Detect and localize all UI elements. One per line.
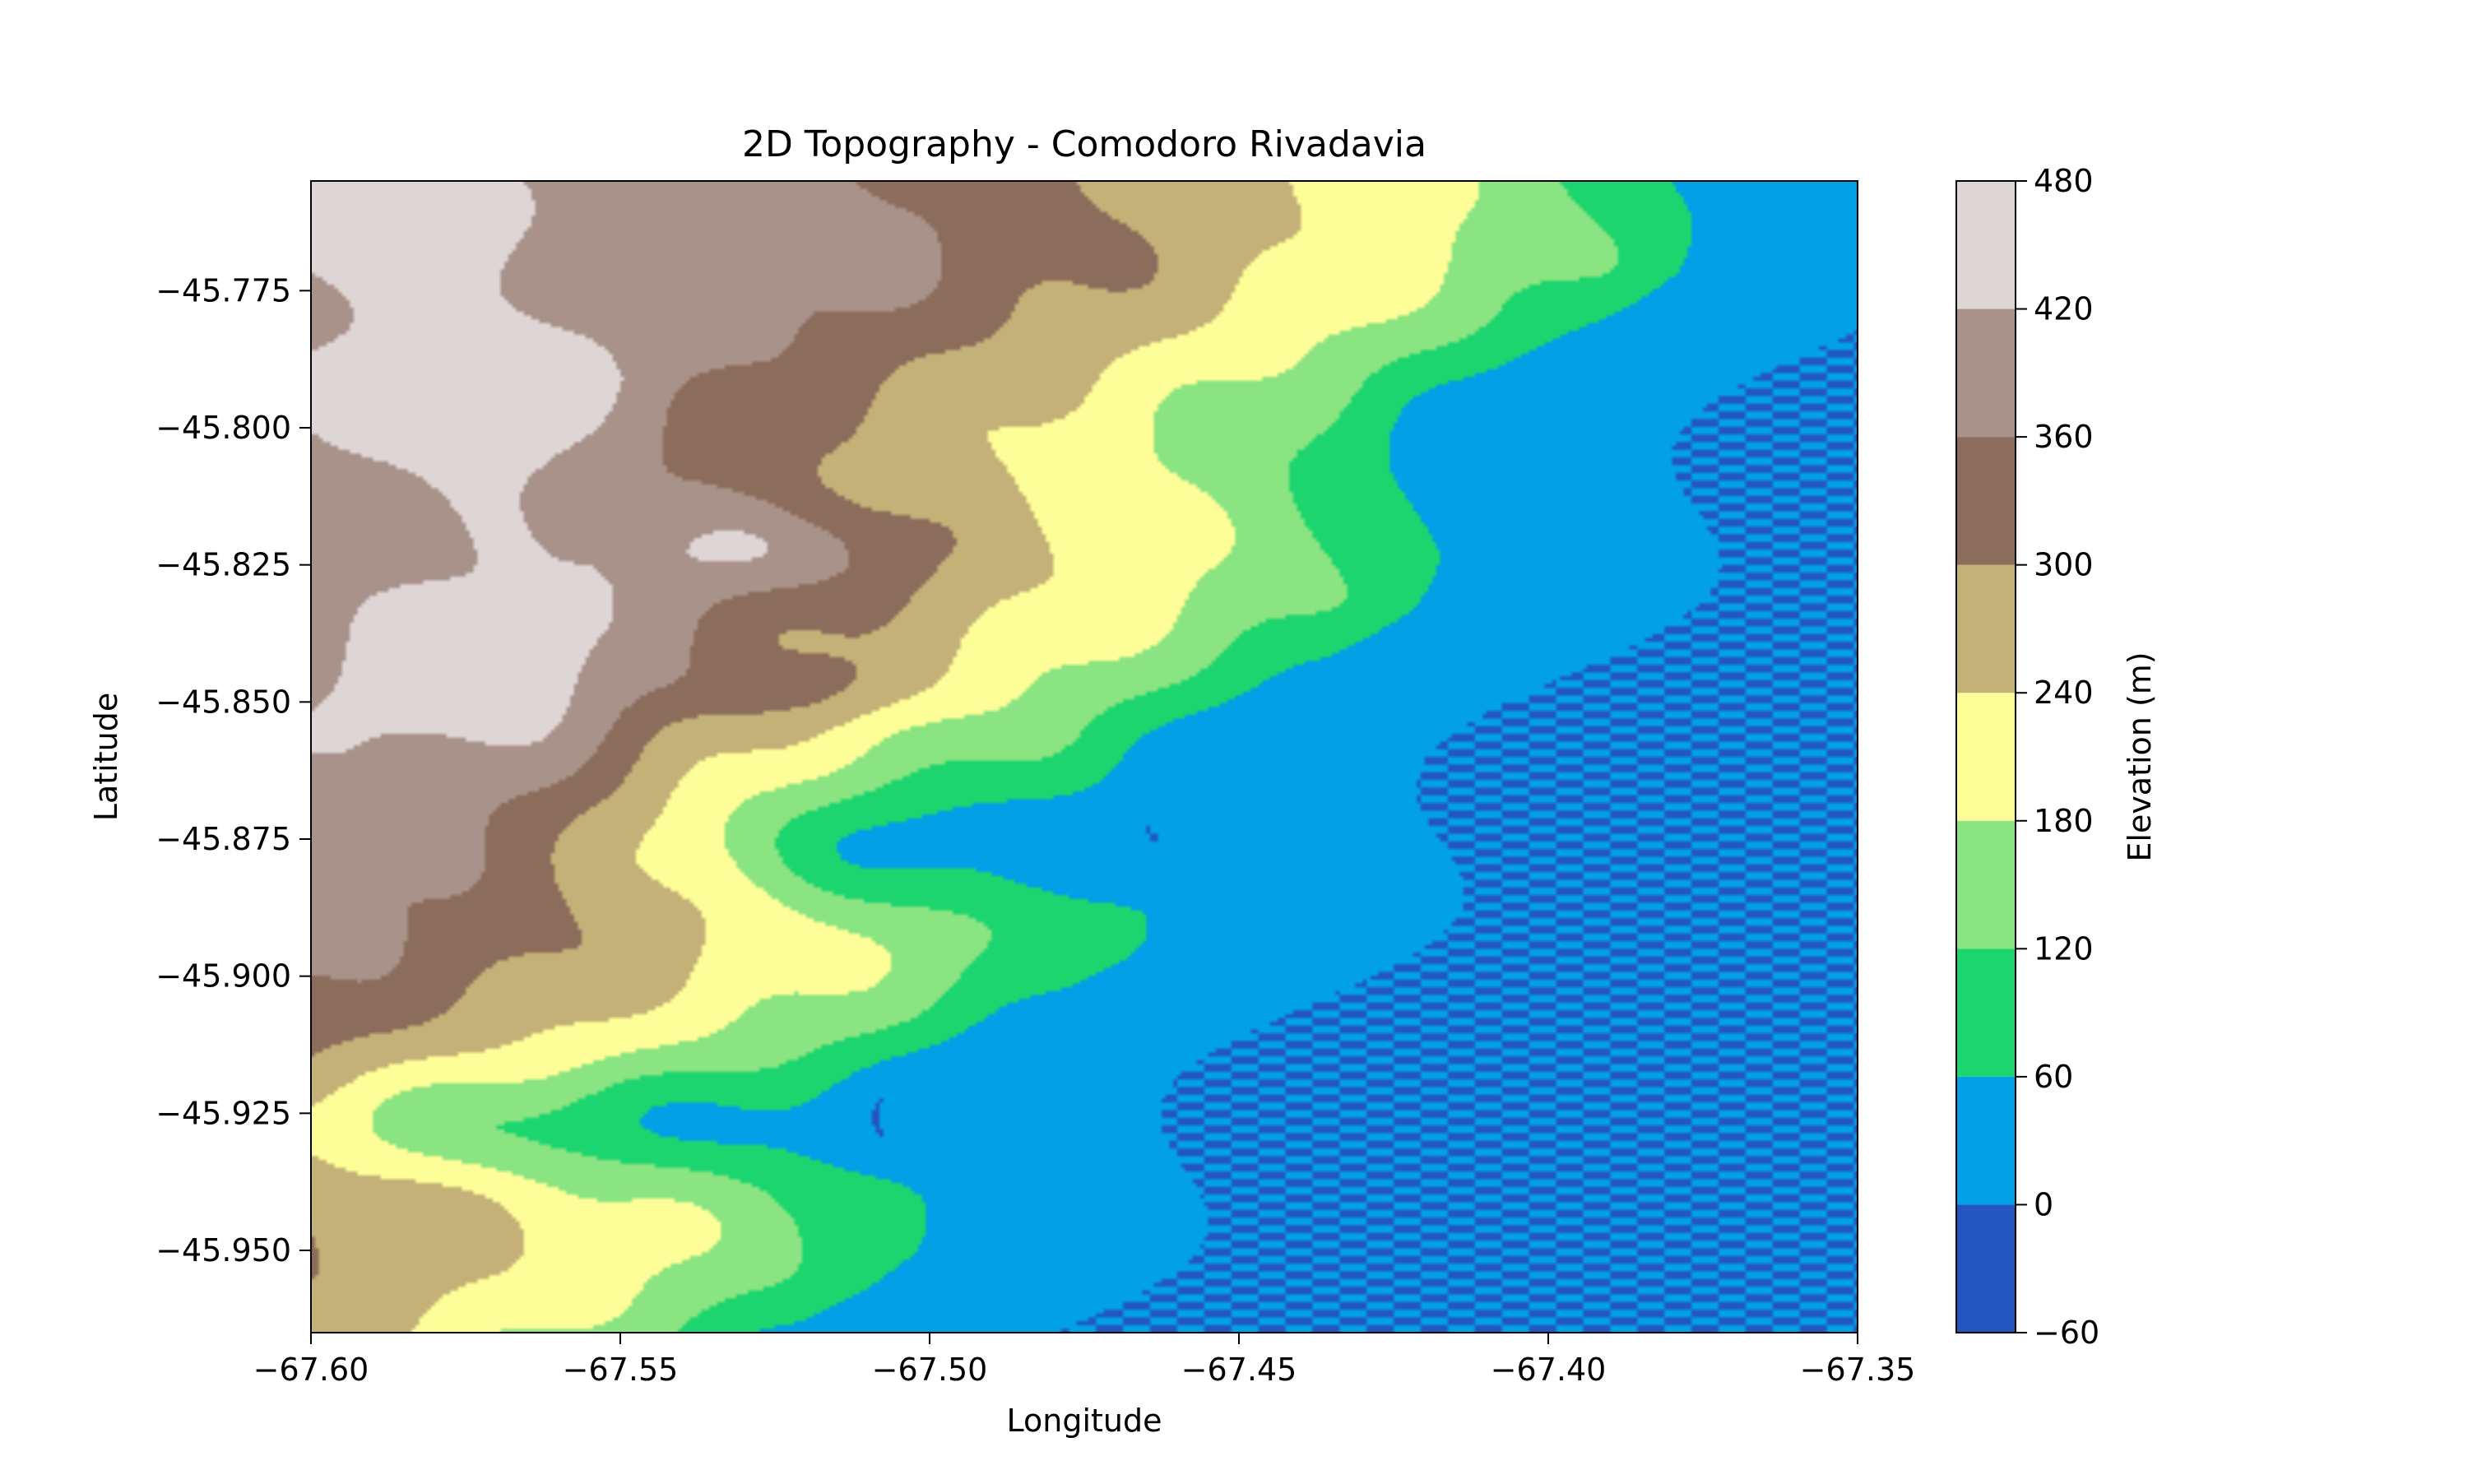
- colorbar-tick-label: 420: [2034, 291, 2094, 327]
- y-tick-label: −45.950: [155, 1232, 291, 1268]
- plot-area: [311, 181, 1858, 1333]
- colorbar-label: Elevation (m): [2122, 652, 2158, 861]
- colorbar-tick-label: 300: [2034, 547, 2094, 583]
- colorbar-band: [1956, 948, 2016, 1077]
- y-axis-label: Latitude: [88, 693, 124, 821]
- y-axis: −45.775 −45.800 −45.825 −45.850 −45.875 −45.9…: [155, 272, 311, 1268]
- colorbar-tick-label: 180: [2034, 803, 2094, 839]
- colorbar-band: [1956, 693, 2016, 821]
- colorbar-band: [1956, 181, 2016, 309]
- colorbar-tick-label: 360: [2034, 419, 2094, 455]
- x-axis-label: Longitude: [1007, 1403, 1162, 1439]
- x-tick-label: −67.40: [1491, 1352, 1607, 1388]
- colorbar-band: [1956, 309, 2016, 438]
- y-tick-label: −45.875: [155, 821, 291, 857]
- y-tick-label: −45.775: [155, 272, 291, 308]
- colorbar-tick-label: 60: [2034, 1059, 2073, 1095]
- colorbar-tick-label: −60: [2034, 1315, 2099, 1351]
- colorbar-tick-label: 0: [2034, 1186, 2053, 1222]
- chart-title: 2D Topography - Comodoro Rivadavia: [742, 123, 1427, 165]
- colorbar-band: [1956, 1077, 2016, 1205]
- y-tick-label: −45.825: [155, 547, 291, 583]
- colorbar-tick-label: 120: [2034, 930, 2094, 967]
- x-axis: −67.60 −67.55 −67.50 −67.45 −67.40 −67.35: [253, 1333, 1916, 1388]
- y-tick-label: −45.850: [155, 684, 291, 720]
- x-tick-label: −67.55: [563, 1352, 679, 1388]
- colorbar-tick-label: 240: [2034, 675, 2094, 711]
- y-tick-label: −45.925: [155, 1095, 291, 1131]
- colorbar-band: [1956, 437, 2016, 565]
- y-tick-label: −45.900: [155, 958, 291, 995]
- x-tick-label: −67.50: [872, 1352, 988, 1388]
- x-tick-label: −67.45: [1181, 1352, 1297, 1388]
- x-tick-label: −67.35: [1800, 1352, 1916, 1388]
- colorbar-band: [1956, 565, 2016, 693]
- elevation-contour-fill: [311, 181, 1858, 1333]
- colorbar-band: [1956, 1204, 2016, 1333]
- y-tick-label: −45.800: [155, 410, 291, 446]
- colorbar-tick-label: 480: [2034, 163, 2094, 199]
- colorbar-band: [1956, 821, 2016, 949]
- colorbar: −60 0 60 120 180 240 300 360 420 480: [1956, 163, 2099, 1351]
- x-tick-label: −67.60: [253, 1352, 369, 1388]
